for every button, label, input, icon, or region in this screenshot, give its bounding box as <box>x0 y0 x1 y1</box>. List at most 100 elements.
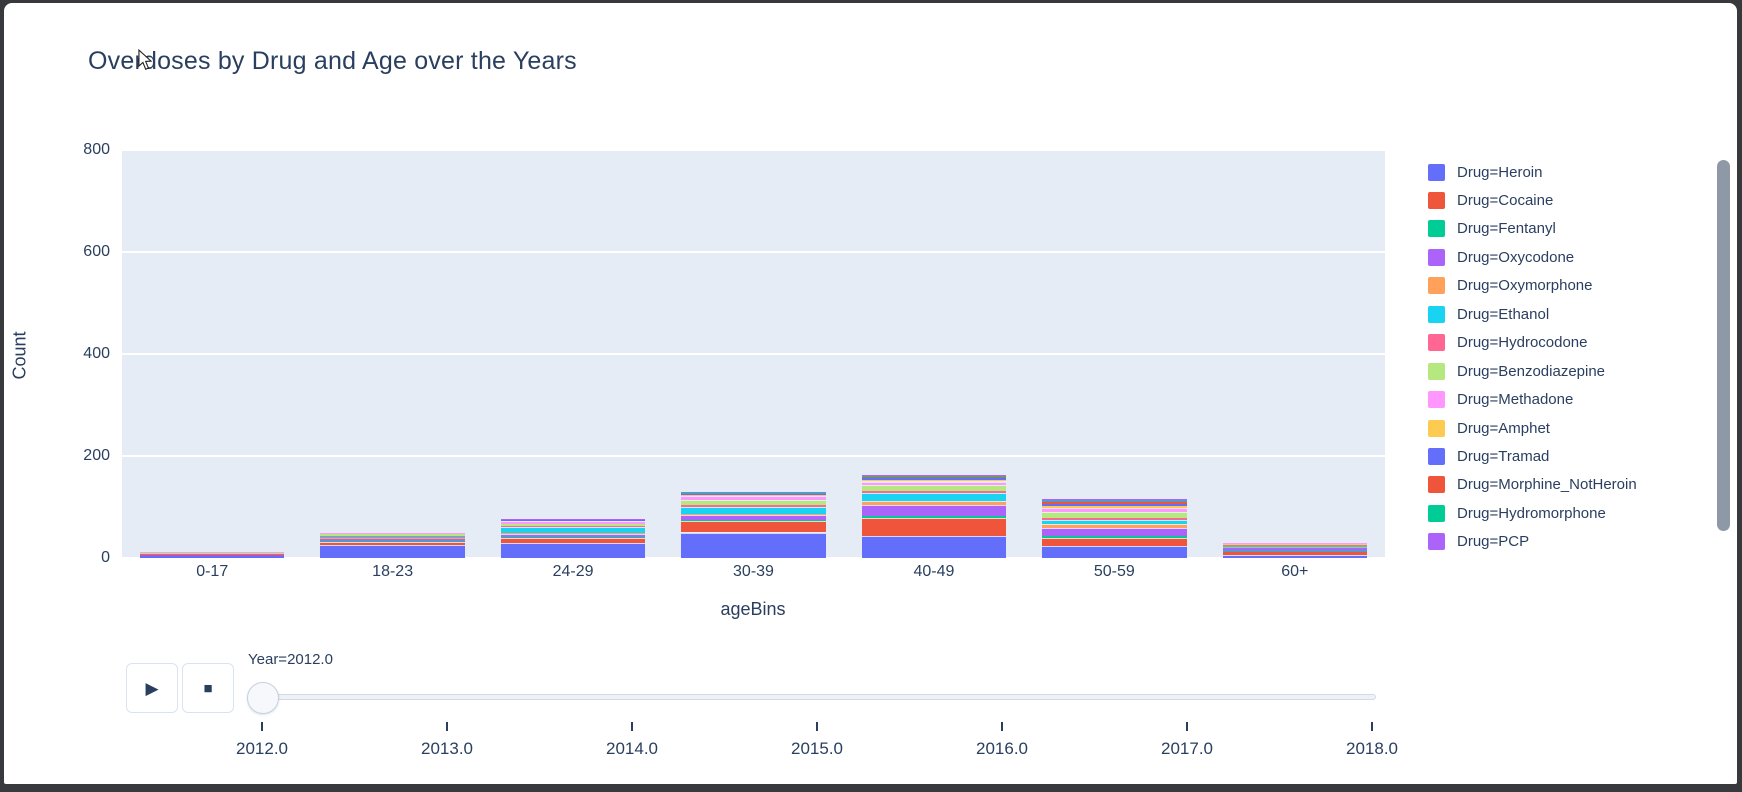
slider-handle[interactable] <box>247 682 279 714</box>
bar-segment-hydrocodone-40-49[interactable] <box>861 491 1007 493</box>
bar-segment-benzodiazepine-50-59[interactable] <box>1042 511 1187 519</box>
bar-segment-oxymorphone-60+[interactable] <box>1222 546 1367 548</box>
bar-segment-heroin-50-59[interactable] <box>1042 546 1187 558</box>
bar-segment-tramad-40-49[interactable] <box>861 478 1007 480</box>
bar-segment-heroin-24-29[interactable] <box>500 542 646 558</box>
bar-segment-hydromorphone-40-49[interactable] <box>861 476 1007 478</box>
bar-segment-oxycodone-24-29[interactable] <box>500 534 646 538</box>
bar-segment-cocaine-40-49[interactable] <box>861 518 1007 536</box>
bar-segment-benzodiazepine-24-29[interactable] <box>500 524 646 527</box>
bar-segment-methadone-30-39[interactable] <box>681 495 826 501</box>
bar-segment-ethanol-60+[interactable] <box>1222 545 1367 547</box>
bar-segment-ethanol-24-29[interactable] <box>500 527 646 533</box>
bar-segment-hydrocodone-24-29[interactable] <box>500 526 646 528</box>
legend-item-hydromorphone[interactable]: Drug=Hydromorphone <box>1428 499 1606 527</box>
bar-segment-hydrocodone-50-59[interactable] <box>1042 518 1187 520</box>
bar-segment-amphet-40-49[interactable] <box>861 479 1007 482</box>
scrollbar-thumb[interactable] <box>1717 160 1730 531</box>
bar-segment-amphet-50-59[interactable] <box>1042 505 1187 508</box>
bar-segment-oxycodone-40-49[interactable] <box>861 504 1007 517</box>
bar-segment-methadone-60+[interactable] <box>1222 543 1367 545</box>
bar-segment-ethanol-50-59[interactable] <box>1042 519 1187 525</box>
bar-segment-fentanyl-18-23[interactable] <box>320 541 465 542</box>
slider-tick-label[interactable]: 2016.0 <box>976 739 1028 758</box>
bar-segment-pcp-40-49[interactable] <box>861 474 1007 477</box>
bar-segment-oxycodone-18-23[interactable] <box>320 538 465 542</box>
bar-segment-oxycodone-0-17[interactable] <box>140 553 285 555</box>
bar-segment-ethanol-30-39[interactable] <box>681 507 826 514</box>
slider-track[interactable] <box>262 694 1376 700</box>
play-button[interactable]: ▶ <box>126 663 178 713</box>
bar-segment-methadone-40-49[interactable] <box>861 481 1007 485</box>
bar-segment-heroin-40-49[interactable] <box>861 535 1007 558</box>
bar-segment-hydromorphone-50-59[interactable] <box>1042 500 1187 503</box>
bar-segment-pcp-24-29[interactable] <box>500 519 646 520</box>
bar-segment-oxymorphone-50-59[interactable] <box>1042 524 1187 529</box>
slider-tick-label[interactable]: 2012.0 <box>236 739 288 758</box>
bar-segment-ethanol-0-17[interactable] <box>140 553 285 554</box>
legend-item-pcp[interactable]: Drug=PCP <box>1428 528 1529 556</box>
legend-item-oxycodone[interactable]: Drug=Oxycodone <box>1428 243 1574 271</box>
bar-segment-oxycodone-30-39[interactable] <box>681 515 826 520</box>
stop-button[interactable]: ■ <box>182 663 234 713</box>
bar-segment-tramad-24-29[interactable] <box>500 519 646 521</box>
legend-item-fentanyl[interactable]: Drug=Fentanyl <box>1428 215 1556 243</box>
bar-segment-benzodiazepine-0-17[interactable] <box>140 552 285 554</box>
bar-segment-benzodiazepine-40-49[interactable] <box>861 484 1007 492</box>
legend-item-hydrocodone[interactable]: Drug=Hydrocodone <box>1428 329 1588 357</box>
bar-segment-morphine_notheroin-40-49[interactable] <box>861 477 1007 479</box>
bar-segment-pcp-30-39[interactable] <box>681 491 826 493</box>
bar-segment-hydrocodone-60+[interactable] <box>1222 545 1367 546</box>
bar-segment-methadone-24-29[interactable] <box>500 521 646 525</box>
legend-item-ethanol[interactable]: Drug=Ethanol <box>1428 300 1549 328</box>
bar-segment-benzodiazepine-60+[interactable] <box>1222 544 1367 546</box>
slider-tick-label[interactable]: 2013.0 <box>421 739 473 758</box>
legend-item-benzodiazepine[interactable]: Drug=Benzodiazepine <box>1428 357 1605 385</box>
bar-segment-cocaine-0-17[interactable] <box>140 554 285 557</box>
bar-segment-benzodiazepine-30-39[interactable] <box>681 500 826 506</box>
slider-tick-label[interactable]: 2015.0 <box>791 739 843 758</box>
bar-segment-methadone-18-23[interactable] <box>320 532 465 534</box>
bar-segment-cocaine-50-59[interactable] <box>1042 538 1187 547</box>
bar-segment-benzodiazepine-18-23[interactable] <box>320 533 465 537</box>
slider-tick-label[interactable]: 2018.0 <box>1346 739 1398 758</box>
bar-segment-fentanyl-30-39[interactable] <box>681 519 826 522</box>
bar-segment-heroin-30-39[interactable] <box>681 532 826 558</box>
legend-item-morphine_notheroin[interactable]: Drug=Morphine_NotHeroin <box>1428 471 1637 499</box>
bar-segment-ethanol-18-23[interactable] <box>320 536 465 539</box>
bar-segment-hydromorphone-30-39[interactable] <box>681 492 826 494</box>
bar-segment-fentanyl-60+[interactable] <box>1222 550 1367 552</box>
legend-item-methadone[interactable]: Drug=Methadone <box>1428 386 1573 414</box>
bar-segment-ethanol-40-49[interactable] <box>861 492 1007 502</box>
bar-segment-oxymorphone-24-29[interactable] <box>500 533 646 535</box>
bar-segment-cocaine-30-39[interactable] <box>681 521 826 533</box>
bar-segment-fentanyl-50-59[interactable] <box>1042 535 1187 539</box>
bar-segment-hydrocodone-30-39[interactable] <box>681 505 826 507</box>
bar-segment-oxycodone-50-59[interactable] <box>1042 528 1187 536</box>
bar-segment-amphet-24-29[interactable] <box>500 520 646 522</box>
bar-segment-tramad-50-59[interactable] <box>1042 503 1187 506</box>
bar-segment-oxymorphone-18-23[interactable] <box>320 538 465 539</box>
bar-segment-morphine_notheroin-50-59[interactable] <box>1042 502 1187 504</box>
bar-segment-cocaine-18-23[interactable] <box>320 541 465 546</box>
bar-segment-pcp-50-59[interactable] <box>1042 498 1187 501</box>
bar-segment-heroin-18-23[interactable] <box>320 545 465 558</box>
bar-segment-methadone-0-17[interactable] <box>140 551 285 553</box>
bar-segment-hydrocodone-18-23[interactable] <box>320 536 465 537</box>
bar-segment-methadone-50-59[interactable] <box>1042 508 1187 512</box>
bar-segment-oxymorphone-40-49[interactable] <box>861 501 1007 505</box>
bar-segment-heroin-0-17[interactable] <box>140 556 285 558</box>
bar-segment-fentanyl-24-29[interactable] <box>500 537 646 539</box>
bar-segment-amphet-30-39[interactable] <box>681 494 826 496</box>
bar-segment-cocaine-60+[interactable] <box>1222 551 1367 555</box>
bar-segment-oxymorphone-30-39[interactable] <box>681 513 826 516</box>
legend-item-oxymorphone[interactable]: Drug=Oxymorphone <box>1428 272 1592 300</box>
bar-segment-heroin-60+[interactable] <box>1222 554 1367 558</box>
legend-item-amphet[interactable]: Drug=Amphet <box>1428 414 1550 442</box>
bar-segment-cocaine-24-29[interactable] <box>500 538 646 543</box>
slider-tick-label[interactable]: 2014.0 <box>606 739 658 758</box>
legend-item-tramad[interactable]: Drug=Tramad <box>1428 443 1549 471</box>
bar-segment-oxycodone-60+[interactable] <box>1222 547 1367 551</box>
bar-segment-tramad-30-39[interactable] <box>681 493 826 495</box>
bar-segment-fentanyl-40-49[interactable] <box>861 516 1007 519</box>
